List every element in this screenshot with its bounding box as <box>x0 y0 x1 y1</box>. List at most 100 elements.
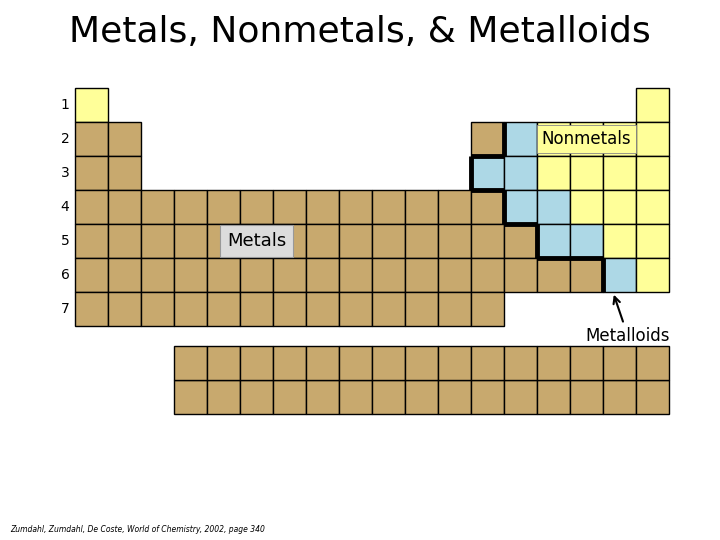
Bar <box>141 190 174 224</box>
Bar <box>471 380 504 414</box>
Bar <box>273 224 306 258</box>
Bar <box>405 346 438 380</box>
Bar <box>75 156 108 190</box>
Bar <box>570 122 603 156</box>
Bar <box>570 156 603 190</box>
Bar <box>174 346 207 380</box>
Bar <box>306 346 339 380</box>
Bar <box>636 88 669 122</box>
Bar <box>75 190 108 224</box>
Bar <box>372 224 405 258</box>
Bar <box>504 258 537 292</box>
Bar <box>240 380 273 414</box>
Bar <box>471 224 504 258</box>
Bar <box>240 346 273 380</box>
Bar <box>108 258 141 292</box>
Text: 6: 6 <box>60 268 69 282</box>
Bar <box>306 190 339 224</box>
Bar <box>306 224 339 258</box>
Bar <box>273 346 306 380</box>
Bar <box>471 258 504 292</box>
Bar <box>372 380 405 414</box>
Bar <box>108 292 141 326</box>
Bar <box>504 346 537 380</box>
Bar <box>207 190 240 224</box>
Bar <box>438 380 471 414</box>
Bar <box>636 258 669 292</box>
Bar <box>174 292 207 326</box>
Bar <box>603 346 636 380</box>
Bar <box>75 224 108 258</box>
Bar <box>636 380 669 414</box>
Bar <box>570 258 603 292</box>
Bar <box>207 380 240 414</box>
Text: 2: 2 <box>60 132 69 146</box>
Bar <box>504 190 537 224</box>
Bar <box>405 380 438 414</box>
Bar <box>306 380 339 414</box>
Bar <box>108 122 141 156</box>
Bar <box>174 258 207 292</box>
Bar <box>636 346 669 380</box>
Bar <box>438 190 471 224</box>
Bar <box>306 258 339 292</box>
Bar <box>174 190 207 224</box>
Text: 7: 7 <box>60 302 69 316</box>
Bar <box>636 190 669 224</box>
Bar <box>405 190 438 224</box>
Bar <box>273 258 306 292</box>
Bar <box>372 190 405 224</box>
Bar <box>504 122 537 156</box>
Bar <box>108 190 141 224</box>
Bar <box>405 224 438 258</box>
Bar <box>372 258 405 292</box>
Bar <box>75 258 108 292</box>
Bar <box>438 346 471 380</box>
Bar <box>240 190 273 224</box>
Bar <box>108 156 141 190</box>
Bar <box>636 156 669 190</box>
Bar <box>603 190 636 224</box>
Bar <box>240 258 273 292</box>
Bar <box>603 122 636 156</box>
Bar <box>273 190 306 224</box>
Bar <box>570 224 603 258</box>
Bar <box>339 292 372 326</box>
Bar <box>207 346 240 380</box>
Bar <box>537 258 570 292</box>
Text: 3: 3 <box>60 166 69 180</box>
Bar <box>504 156 537 190</box>
Bar <box>372 346 405 380</box>
Bar <box>405 258 438 292</box>
Bar <box>75 292 108 326</box>
Bar <box>603 224 636 258</box>
Bar <box>75 122 108 156</box>
Bar <box>438 224 471 258</box>
Bar <box>174 224 207 258</box>
Bar <box>273 380 306 414</box>
Text: Nonmetals: Nonmetals <box>541 130 631 148</box>
Bar <box>207 258 240 292</box>
Bar <box>75 88 108 122</box>
Bar <box>174 380 207 414</box>
Bar <box>471 190 504 224</box>
Bar <box>603 258 636 292</box>
Bar <box>570 190 603 224</box>
Text: Metals: Metals <box>227 232 286 250</box>
Bar <box>504 380 537 414</box>
Bar <box>141 224 174 258</box>
Bar <box>240 224 273 258</box>
Bar <box>339 346 372 380</box>
Bar <box>240 292 273 326</box>
Bar <box>537 224 570 258</box>
Bar <box>273 292 306 326</box>
Bar <box>372 292 405 326</box>
Bar <box>537 156 570 190</box>
Bar <box>636 122 669 156</box>
Bar <box>339 224 372 258</box>
Bar <box>438 258 471 292</box>
Bar <box>537 122 570 156</box>
Bar <box>537 190 570 224</box>
Bar <box>306 292 339 326</box>
Bar <box>570 346 603 380</box>
